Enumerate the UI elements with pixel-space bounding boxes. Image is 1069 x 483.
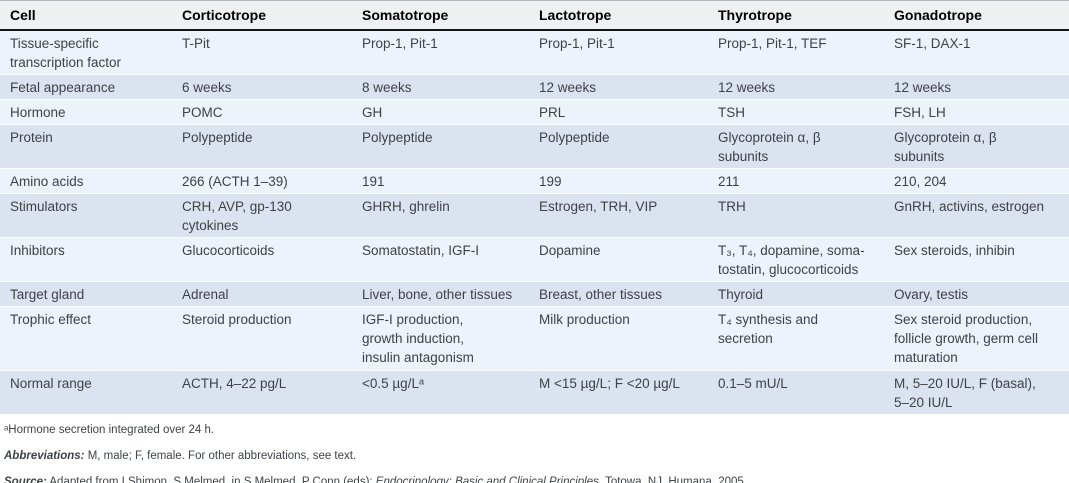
table-cell: Estrogen, TRH, VIP	[529, 193, 708, 238]
table-cell: M, 5–20 IU/L, F (basal), 5–20 IU/L	[884, 370, 1069, 415]
table-row-target-gland: Target gland Adrenal Liver, bone, other …	[0, 281, 1069, 307]
table-cell: GnRH, activins, estrogen	[884, 193, 1069, 238]
column-header-lactotrope: Lactotrope	[529, 0, 708, 31]
table-cell: Glycoprotein α, β subunits	[884, 124, 1069, 169]
abbreviations-text: M, male; F, female. For other abbreviati…	[84, 450, 357, 462]
table-cell: 266 (ACTH 1–39)	[172, 168, 352, 194]
abbreviations-label: Abbreviations:	[4, 450, 85, 462]
table-cell: Adrenal	[172, 281, 352, 307]
table-cell: Somatostatin, IGF-I	[352, 237, 529, 282]
row-label: Tissue-specific transcription factor	[0, 30, 172, 75]
table-cell: POMC	[172, 99, 352, 125]
table-row-hormone: Hormone POMC GH PRL TSH FSH, LH	[0, 99, 1069, 125]
column-header-thyrotrope: Thyrotrope	[708, 0, 884, 31]
table-cell: TSH	[708, 99, 884, 125]
table-cell: 210, 204	[884, 168, 1069, 194]
table-cell: Steroid production	[172, 306, 352, 371]
table-row-inhibitors: Inhibitors Glucocorticoids Somatostatin,…	[0, 237, 1069, 282]
table-cell: Ovary, testis	[884, 281, 1069, 307]
pituitary-cell-table: Cell Corticotrope Somatotrope Lactotrope…	[0, 0, 1069, 415]
table-cell: IGF-I production, growth induction, insu…	[352, 306, 529, 371]
table-cell: 211	[708, 168, 884, 194]
table-cell: Polypeptide	[172, 124, 352, 169]
row-label: Amino acids	[0, 168, 172, 194]
table-row-trophic-effect: Trophic effect Steroid production IGF-I …	[0, 306, 1069, 371]
table-cell: 12 weeks	[884, 74, 1069, 100]
row-label: Hormone	[0, 99, 172, 125]
table-cell: Glycoprotein α, β subunits	[708, 124, 884, 169]
table-cell: Breast, other tissues	[529, 281, 708, 307]
table-cell: <0.5 µg/Lᵃ	[352, 370, 529, 415]
row-label: Trophic effect	[0, 306, 172, 371]
table-cell: ACTH, 4–22 pg/L	[172, 370, 352, 415]
footnote-abbreviations: Abbreviations: M, male; F, female. For o…	[4, 449, 1059, 463]
table-row-fetal-appearance: Fetal appearance 6 weeks 8 weeks 12 week…	[0, 74, 1069, 100]
table-cell: T-Pit	[172, 30, 352, 75]
footnote-a-text: ᵃHormone secretion integrated over 24 h.	[4, 424, 215, 436]
header-row: Cell Corticotrope Somatotrope Lactotrope…	[0, 0, 1069, 31]
table-cell: GHRH, ghrelin	[352, 193, 529, 238]
source-text-2: . Totowa, NJ, Humana, 2005.	[598, 476, 747, 483]
source-text-1: Adapted from I Shimon, S Melmed, in S Me…	[46, 476, 376, 483]
row-label: Target gland	[0, 281, 172, 307]
table-cell: M <15 µg/L; F <20 µg/L	[529, 370, 708, 415]
table-cell: Prop-1, Pit-1	[529, 30, 708, 75]
table-cell: Polypeptide	[529, 124, 708, 169]
table-cell: Sex steroid production, follicle growth,…	[884, 306, 1069, 371]
table-cell: Prop-1, Pit-1	[352, 30, 529, 75]
footnotes: ᵃHormone secretion integrated over 24 h.…	[0, 415, 1069, 483]
table-cell: T₃, T₄, dopamine, soma- tostatin, glucoc…	[708, 237, 884, 282]
table-cell: 6 weeks	[172, 74, 352, 100]
column-header-somatotrope: Somatotrope	[352, 0, 529, 31]
table-row-protein: Protein Polypeptide Polypeptide Polypept…	[0, 124, 1069, 169]
table-cell: FSH, LH	[884, 99, 1069, 125]
row-label: Stimulators	[0, 193, 172, 238]
table-cell: Sex steroids, inhibin	[884, 237, 1069, 282]
row-label: Inhibitors	[0, 237, 172, 282]
table-cell: Milk production	[529, 306, 708, 371]
table-cell: T₄ synthesis and secretion	[708, 306, 884, 371]
table-row-amino-acids: Amino acids 266 (ACTH 1–39) 191 199 211 …	[0, 168, 1069, 194]
table-row-stimulators: Stimulators CRH, AVP, gp-130 cytokines G…	[0, 193, 1069, 238]
table-cell: TRH	[708, 193, 884, 238]
table-cell: 12 weeks	[529, 74, 708, 100]
table-cell: Prop-1, Pit-1, TEF	[708, 30, 884, 75]
row-label: Protein	[0, 124, 172, 169]
source-book-title: Endocrinology: Basic and Clinical Princi…	[375, 476, 599, 483]
table-cell: Polypeptide	[352, 124, 529, 169]
table-cell: GH	[352, 99, 529, 125]
table-cell: Thyroid	[708, 281, 884, 307]
table-cell: 191	[352, 168, 529, 194]
column-header-corticotrope: Corticotrope	[172, 0, 352, 31]
table-cell: 12 weeks	[708, 74, 884, 100]
table-cell: SF-1, DAX-1	[884, 30, 1069, 75]
table-row-normal-range: Normal range ACTH, 4–22 pg/L <0.5 µg/Lᵃ …	[0, 370, 1069, 415]
table-cell: 199	[529, 168, 708, 194]
table-cell: PRL	[529, 99, 708, 125]
table-cell: CRH, AVP, gp-130 cytokines	[172, 193, 352, 238]
footnote-hormone-secretion: ᵃHormone secretion integrated over 24 h.	[4, 423, 1059, 437]
footnote-source: Source: Adapted from I Shimon, S Melmed,…	[4, 475, 1059, 483]
table-cell: Glucocorticoids	[172, 237, 352, 282]
table-cell: 0.1–5 mU/L	[708, 370, 884, 415]
column-header-cell: Cell	[0, 0, 172, 31]
table-row-transcription-factor: Tissue-specific transcription factor T-P…	[0, 30, 1069, 75]
table-cell: 8 weeks	[352, 74, 529, 100]
table-cell: Liver, bone, other tissues	[352, 281, 529, 307]
column-header-gonadotrope: Gonadotrope	[884, 0, 1069, 31]
row-label: Fetal appearance	[0, 74, 172, 100]
table-cell: Dopamine	[529, 237, 708, 282]
row-label: Normal range	[0, 370, 172, 415]
source-label: Source:	[4, 476, 47, 483]
